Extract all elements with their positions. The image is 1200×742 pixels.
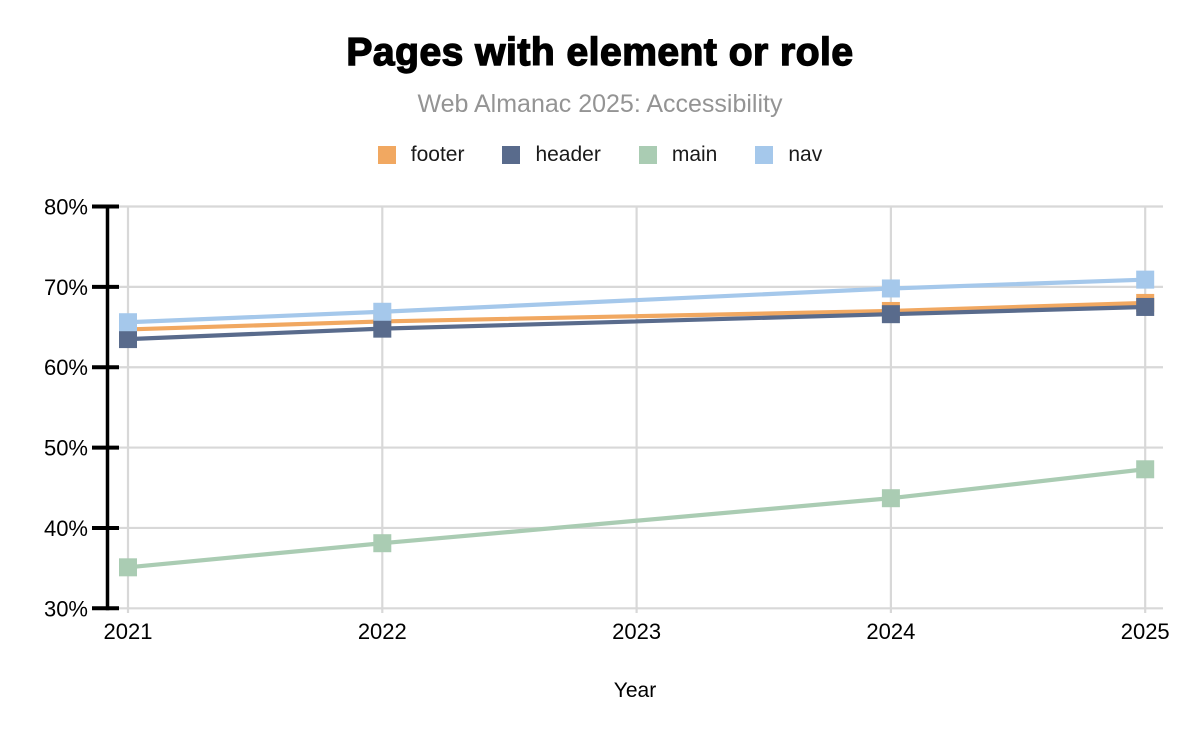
x-tick-label: 2021 (104, 619, 153, 644)
x-tick-label: 2025 (1121, 619, 1170, 644)
x-tick-label: 2022 (358, 619, 407, 644)
legend-swatch-main (638, 146, 657, 164)
legend-item-header: header (502, 143, 601, 167)
data-point-header-2022 (373, 319, 392, 338)
legend-label: header (535, 143, 601, 166)
data-point-nav-2025 (1136, 270, 1155, 289)
data-point-main-2024 (881, 489, 900, 508)
legend-swatch-header (502, 146, 521, 164)
x-tick-label: 2023 (612, 619, 661, 644)
y-tick-label: 50% (44, 436, 88, 461)
x-axis-title: Year (613, 679, 657, 702)
legend-swatch-nav (755, 146, 774, 164)
data-point-nav-2021 (119, 313, 137, 332)
chart-subtitle: Web Almanac 2025: Accessibility (417, 90, 783, 118)
y-tick-label: 30% (44, 596, 88, 621)
data-point-main-2022 (373, 534, 392, 553)
y-tick-label: 80% (44, 195, 88, 220)
legend: footer header main nav (0, 143, 1200, 167)
data-point-header-2024 (881, 305, 900, 324)
legend-item-main: main (638, 143, 718, 167)
data-point-header-2025 (1136, 297, 1155, 316)
y-tick-label: 60% (44, 355, 88, 380)
series-line-nav (127, 277, 1146, 325)
chart-title: Pages with element or role (346, 30, 854, 74)
y-tick-label: 70% (44, 275, 88, 300)
x-tick-label: 2024 (866, 619, 915, 644)
series-line-header (127, 304, 1146, 342)
data-point-nav-2024 (881, 279, 900, 298)
series-line-footer (127, 300, 1146, 332)
series-line-main (127, 467, 1146, 570)
legend-label: main (671, 143, 718, 166)
data-point-main-2025 (1136, 460, 1155, 479)
legend-label: footer (410, 143, 465, 166)
legend-label: nav (788, 143, 823, 166)
legend-item-nav: nav (755, 143, 822, 167)
data-point-nav-2022 (373, 302, 392, 321)
y-tick-label: 40% (44, 516, 88, 541)
data-point-header-2021 (119, 330, 137, 349)
legend-swatch-footer (377, 146, 396, 164)
legend-item-footer: footer (377, 143, 465, 167)
data-point-main-2021 (119, 558, 137, 577)
